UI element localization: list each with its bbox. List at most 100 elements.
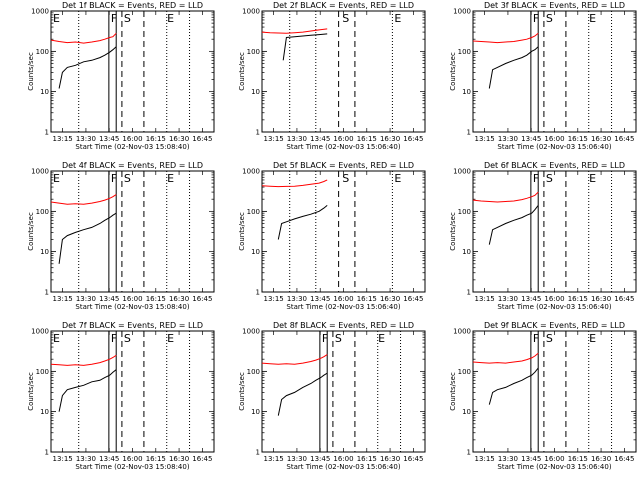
x-tick-label: 13:15: [264, 135, 284, 143]
x-tick-label: 13:45: [521, 295, 541, 303]
y-tick-label: 1000: [453, 168, 471, 176]
y-axis-label: Counts/sec: [449, 212, 457, 251]
x-axis-label: Start Time (02-Nov-03 15:06:40): [497, 303, 611, 311]
x-tick-label: 16:15: [146, 295, 166, 303]
x-axis-label: Start Time (02-Nov-03 15:06:40): [286, 463, 400, 471]
y-tick-label: 100: [36, 368, 49, 376]
series-line-events: [277, 205, 328, 240]
x-tick-label: 13:15: [53, 295, 73, 303]
event-marker-label: F: [533, 12, 539, 25]
x-tick-label: 16:45: [192, 135, 212, 143]
y-axis-label: Counts/sec: [27, 212, 35, 251]
y-axis-label: Counts/sec: [449, 52, 457, 91]
x-tick-label: 13:30: [76, 295, 96, 303]
y-tick-label: 10: [462, 248, 471, 256]
y-tick-label: 1: [45, 289, 49, 297]
plot-frame: [261, 10, 426, 133]
y-tick-label: 1: [256, 449, 260, 457]
x-tick-label: 13:30: [287, 135, 307, 143]
y-tick-label: 10: [251, 248, 260, 256]
chart-panel: Det 8f BLACK = Events, RED = LLD 1 10 100 10…: [238, 321, 426, 471]
x-axis-label: Start Time (02-Nov-03 15:06:40): [286, 143, 400, 151]
y-tick-label: 1: [256, 129, 260, 137]
x-tick-label: 13:30: [498, 295, 518, 303]
x-tick-label: 16:00: [333, 455, 353, 463]
x-tick-label: 16:45: [192, 295, 212, 303]
y-tick-label: 1: [467, 129, 471, 137]
x-tick-label: 16:30: [380, 295, 400, 303]
x-tick-label: 16:45: [403, 455, 423, 463]
event-marker-label: E: [167, 12, 174, 25]
event-marker-label: E: [53, 172, 60, 185]
x-tick-label: 13:45: [521, 135, 541, 143]
y-tick-label: 10: [40, 88, 49, 96]
chart-title: Det 1f BLACK = Events, RED = LLD: [62, 1, 203, 10]
series-line-events: [488, 205, 539, 245]
event-marker-label: E: [589, 332, 596, 345]
x-tick-label: 16:00: [544, 455, 564, 463]
x-tick-label: 16:00: [122, 455, 142, 463]
series-line-events: [277, 372, 328, 416]
x-tick-label: 16:15: [568, 295, 588, 303]
series-line-events: [58, 212, 117, 264]
x-tick-label: 16:45: [614, 455, 634, 463]
x-tick-label: 13:30: [287, 455, 307, 463]
x-axis-label: Start Time (02-Nov-03 15:06:40): [286, 303, 400, 311]
y-tick-label: 100: [247, 368, 260, 376]
event-marker-label: S: [546, 172, 553, 185]
x-axis-label: Start Time (02-Nov-03 15:08:40): [75, 303, 189, 311]
x-tick-label: 13:45: [99, 455, 119, 463]
series-line-lld: [50, 194, 117, 205]
x-tick-label: 13:45: [521, 455, 541, 463]
series-line-lld: [261, 179, 328, 188]
event-marker-label: S: [124, 172, 131, 185]
x-tick-label: 13:15: [264, 455, 284, 463]
y-tick-label: 1000: [453, 8, 471, 16]
y-axis-label: Counts/sec: [27, 52, 35, 91]
x-tick-label: 16:00: [544, 135, 564, 143]
y-tick-label: 1000: [242, 328, 260, 336]
x-tick-label: 13:15: [475, 295, 495, 303]
x-tick-label: 16:00: [122, 135, 142, 143]
x-tick-label: 16:30: [169, 135, 189, 143]
chart-panel: Det 7f BLACK = Events, RED = LLD 1 10 100 10…: [27, 321, 215, 471]
y-tick-label: 1: [467, 289, 471, 297]
x-tick-label: 16:45: [403, 295, 423, 303]
chart-panel: Det 4f BLACK = Events, RED = LLD 1 10 100 10…: [27, 161, 215, 311]
series-line-lld: [261, 28, 328, 34]
y-tick-label: 100: [36, 208, 49, 216]
event-marker-label: S: [342, 172, 349, 185]
x-tick-label: 13:45: [99, 135, 119, 143]
event-marker-label: S: [124, 12, 131, 25]
event-marker-label: E: [589, 172, 596, 185]
x-tick-label: 16:45: [192, 455, 212, 463]
series-line-lld: [472, 352, 539, 364]
x-tick-label: 16:00: [122, 295, 142, 303]
series-line-events: [58, 46, 117, 89]
event-marker-label: S: [124, 332, 131, 345]
event-marker-label: E: [589, 12, 596, 25]
series-line-lld: [472, 191, 539, 203]
event-marker-label: E: [394, 172, 401, 185]
series-line-events: [58, 369, 117, 412]
x-tick-label: 16:00: [333, 135, 353, 143]
chart-panel: Det 6f BLACK = Events, RED = LLD 1 10 100 10…: [449, 161, 637, 311]
series-line-events: [488, 46, 539, 89]
x-tick-label: 13:30: [498, 135, 518, 143]
event-marker-label: F: [533, 172, 539, 185]
y-tick-label: 100: [458, 208, 471, 216]
event-marker-label: S: [342, 12, 349, 25]
chart-title: Det 2f BLACK = Events, RED = LLD: [273, 1, 414, 10]
chart-panel: Det 3f BLACK = Events, RED = LLD 1 10 100 10…: [449, 1, 637, 151]
y-tick-label: 1: [467, 449, 471, 457]
chart-panel: Det 1f BLACK = Events, RED = LLD 1 10 100 10…: [27, 1, 215, 151]
x-tick-label: 16:30: [380, 455, 400, 463]
x-tick-label: 13:15: [475, 455, 495, 463]
x-axis-label: Start Time (02-Nov-03 15:06:40): [497, 143, 611, 151]
event-marker-label: F: [111, 172, 117, 185]
chart-panel: Det 9f BLACK = Events, RED = LLD 1 10 100 10…: [449, 321, 637, 471]
x-tick-label: 13:15: [53, 135, 73, 143]
y-tick-label: 1: [45, 129, 49, 137]
event-marker-label: F: [322, 332, 328, 345]
x-tick-label: 13:15: [264, 295, 284, 303]
